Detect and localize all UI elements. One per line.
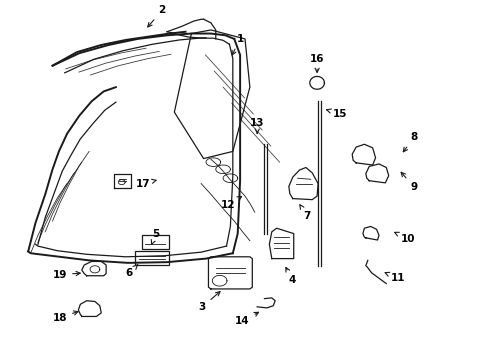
Text: 15: 15 — [327, 109, 347, 119]
Text: 10: 10 — [395, 232, 416, 244]
Text: 18: 18 — [52, 311, 78, 323]
Text: 4: 4 — [286, 267, 296, 285]
Text: 2: 2 — [148, 5, 166, 27]
Text: 8: 8 — [403, 132, 418, 152]
Text: 16: 16 — [310, 54, 324, 72]
Text: 7: 7 — [300, 205, 311, 221]
Text: 6: 6 — [126, 265, 138, 278]
Text: 12: 12 — [221, 197, 242, 210]
Text: 19: 19 — [53, 270, 80, 280]
Text: 14: 14 — [235, 312, 259, 326]
Text: 3: 3 — [199, 292, 220, 312]
Text: 1: 1 — [232, 34, 244, 55]
Text: 17: 17 — [135, 179, 156, 189]
Text: 13: 13 — [250, 118, 265, 134]
Bar — [135, 251, 169, 265]
Text: 11: 11 — [385, 273, 406, 283]
Text: 5: 5 — [151, 229, 160, 244]
Text: 9: 9 — [401, 172, 418, 192]
Bar — [142, 235, 169, 249]
